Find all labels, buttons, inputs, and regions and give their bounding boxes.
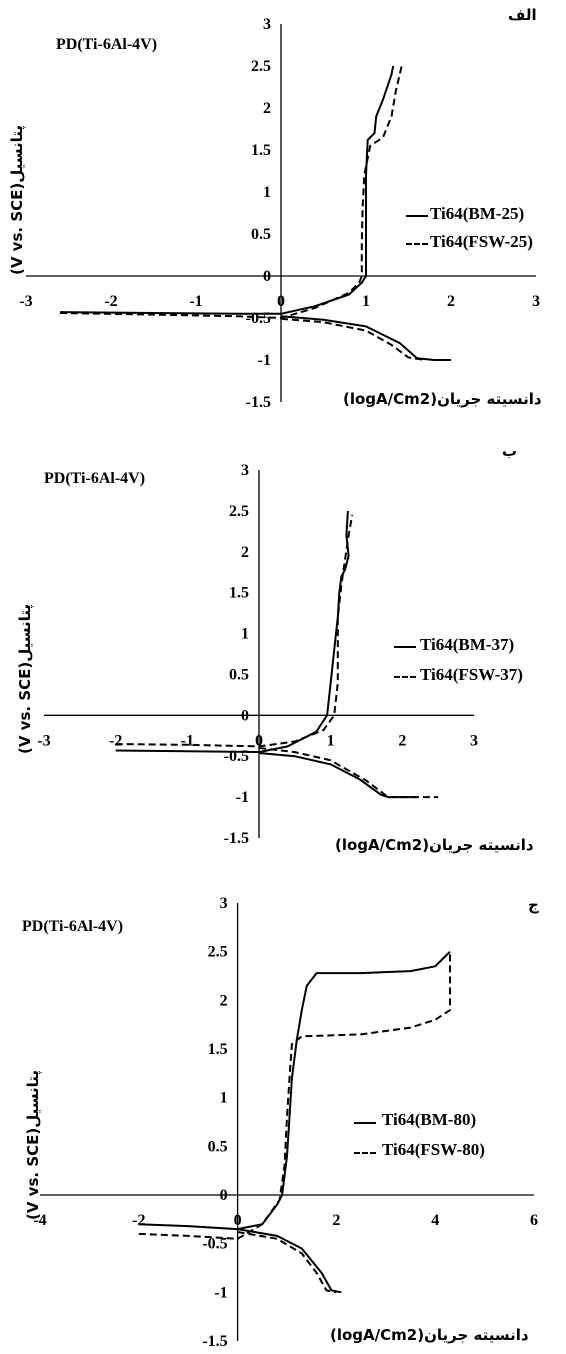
y-tick-label: 0.5	[208, 1138, 228, 1155]
x-axis-label: (logA/Cm2)دانسیته جریان	[335, 836, 534, 854]
x-tick-label: -1	[189, 293, 202, 310]
panel-letter: ج	[528, 896, 539, 914]
y-tick-label: 1	[220, 1090, 228, 1107]
x-tick-label: 3	[470, 732, 478, 749]
series-line-dashed	[280, 317, 426, 361]
y-axis-label: (V vs. SCE)پتانسیل	[24, 1069, 42, 1220]
y-tick-label: 1.5	[229, 585, 249, 602]
legend-line-solid	[394, 646, 416, 648]
series-line-solid	[115, 510, 350, 754]
legend-entry: Ti64(BM-37)	[420, 635, 515, 654]
legend-entry: Ti64(FSW-37)	[420, 665, 523, 684]
y-tick-label: 0	[263, 268, 271, 285]
chart-panel-2: -3 -2 -1 0 1 2 3 -1.5 -1 -0.5 0 0.5 1 1.5 2 2.5 3 PD(Ti-…	[0, 440, 566, 880]
series-line-dashed	[258, 747, 439, 799]
series-line-solid	[237, 1228, 342, 1294]
y-tick-label: 2.5	[208, 944, 228, 961]
x-tick-label: 4	[431, 1212, 439, 1229]
y-tick-label: 3	[241, 462, 249, 479]
y-tick-label: 0.5	[251, 226, 271, 243]
chart-title: PD(Ti-6Al-4V)	[22, 918, 124, 935]
chart-title: PD(Ti-6Al-4V)	[56, 36, 158, 53]
chart-plot-3: -4 -2 0 2 4 6 -1.5 -1 -0.5 0 0.5 1 1.5 2 2.5 3	[33, 895, 538, 1350]
y-tick-label: 1	[241, 626, 249, 643]
x-tick-label: -2	[132, 1212, 145, 1229]
legend-entry: Ti64(BM-80)	[382, 1110, 477, 1129]
y-axis-label: (V vs. SCE)پتانسیل	[8, 124, 26, 275]
y-tick-label: -1.5	[202, 1333, 227, 1350]
series-line-dashed	[115, 514, 354, 748]
x-tick-label: -2	[109, 732, 122, 749]
y-tick-label: 2	[220, 992, 228, 1009]
x-tick-label: 1	[362, 293, 370, 310]
legend-entry: Ti64(BM-25)	[430, 204, 525, 223]
panel-letter: ب	[502, 442, 518, 460]
y-tick-label: -0.5	[246, 310, 271, 327]
x-tick-label: -1	[181, 732, 194, 749]
x-tick-label: -2	[104, 293, 117, 310]
legend-line-dashed	[354, 1152, 376, 1154]
x-tick-label: 0	[255, 732, 263, 749]
series-line-dashed	[237, 1231, 337, 1294]
y-tick-label: -1.5	[224, 830, 249, 847]
legend-line-solid	[406, 215, 428, 217]
x-tick-label: -3	[37, 732, 50, 749]
x-tick-label: 1	[327, 732, 335, 749]
x-tick-label: -3	[19, 293, 32, 310]
x-axis-label: (logA/Cm2)دانسیته جریان	[330, 1326, 529, 1344]
chart-panel-3: -4 -2 0 2 4 6 -1.5 -1 -0.5 0 0.5 1 1.5 2 2.5 3 PD(Ti-6A…	[0, 890, 566, 1354]
chart-plot-1: -3 -2 -1 0 1 2 3 -1.5 -1 -0.5 0 0.5 1 1.5 2 2.5 3	[19, 16, 540, 411]
y-tick-label: 2.5	[251, 58, 271, 75]
y-tick-label: 1.5	[251, 142, 271, 159]
chart-plot-2: -3 -2 -1 0 1 2 3-1.5-1-0.500.511.522.53	[37, 462, 478, 847]
chart-title: PD(Ti-6Al-4V)	[44, 470, 146, 487]
x-tick-label: 2	[447, 293, 455, 310]
legend-entry: Ti64(FSW-25)	[430, 232, 533, 251]
y-tick-label: 1.5	[208, 1041, 228, 1058]
y-tick-label: 0	[220, 1187, 228, 1204]
y-tick-label: 0	[241, 707, 249, 724]
y-tick-label: 3	[220, 895, 228, 912]
x-tick-label: 0	[234, 1212, 242, 1229]
y-axis-label: (V vs. SCE)پتانسیل	[16, 603, 34, 754]
x-tick-label: 0	[277, 293, 285, 310]
y-tick-label: -0.5	[202, 1236, 227, 1253]
legend-entry: Ti64(FSW-80)	[382, 1140, 485, 1159]
y-tick-label: 2.5	[229, 503, 249, 520]
y-tick-label: -1	[214, 1284, 227, 1301]
series-line-solid	[59, 65, 395, 315]
x-tick-label: 2	[332, 1212, 340, 1229]
legend-line-solid	[354, 1122, 376, 1124]
y-tick-label: -1	[236, 789, 249, 806]
x-tick-label: 6	[530, 1212, 538, 1229]
panel-letter: الف	[508, 6, 537, 24]
y-tick-label: -1	[258, 352, 271, 369]
y-tick-label: -1.5	[246, 394, 271, 411]
y-tick-label: 0.5	[229, 666, 249, 683]
legend-line-dashed	[406, 243, 428, 245]
chart-panel-1: -3 -2 -1 0 1 2 3 -1.5 -1 -0.5 0 0.5 1 1.5 2 2.5 3 PD(Ti-…	[0, 0, 566, 420]
series-line-dashed	[59, 65, 403, 319]
y-tick-label: 2	[263, 100, 271, 117]
series-line-solid	[138, 950, 451, 1231]
series-line-solid	[280, 315, 451, 361]
x-axis-label: (logA/Cm2)دانسیته جریان	[343, 390, 542, 408]
series-line-solid	[258, 752, 417, 799]
y-tick-label: 1	[263, 184, 271, 201]
series-line-dashed	[138, 951, 451, 1240]
x-tick-label: 3	[532, 293, 540, 310]
legend-line-dashed	[394, 676, 416, 678]
x-tick-label: -4	[33, 1212, 46, 1229]
x-tick-label: 2	[398, 732, 406, 749]
y-tick-label: 2	[241, 544, 249, 561]
y-tick-label: 3	[263, 16, 271, 33]
